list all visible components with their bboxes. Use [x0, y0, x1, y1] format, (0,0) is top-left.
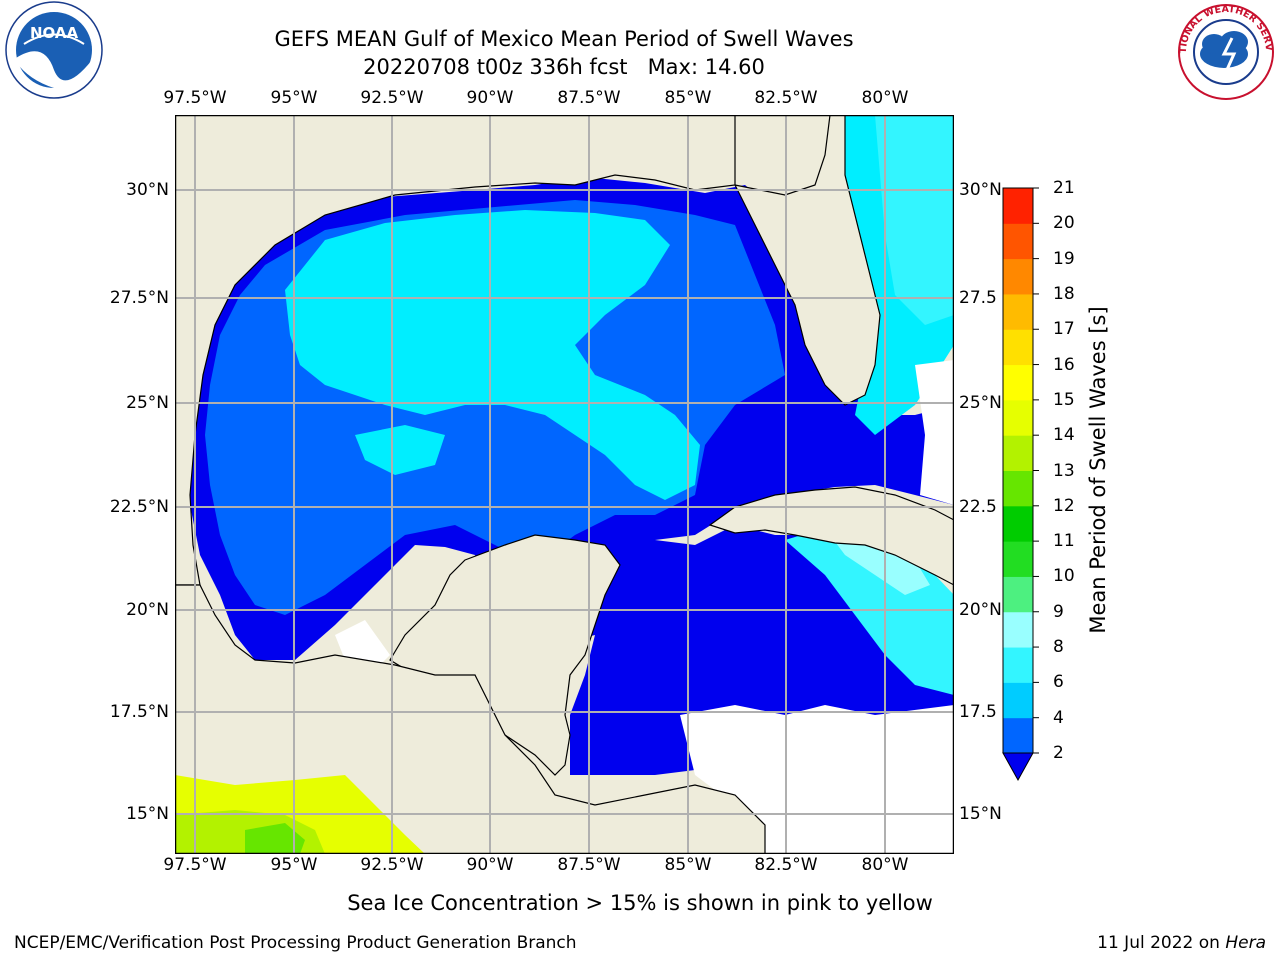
colorbar-segment-0: [1003, 717, 1033, 754]
x-tick-bottom-4: 87.5°W: [557, 855, 621, 875]
colorbar-segment-9: [1003, 399, 1033, 436]
x-tick-top-5: 85°W: [664, 88, 712, 108]
y-tick-right-0: 30°N: [959, 180, 1002, 200]
atlantic-light-region: [875, 115, 954, 325]
colorbar-tick-label: 13: [1053, 460, 1075, 481]
map-frame: [175, 115, 954, 854]
y-tick-right-4: 20°N: [959, 600, 1002, 620]
colorbar-tick-label: 21: [1053, 178, 1075, 198]
colorbar-segment-11: [1003, 329, 1033, 366]
pacific-region-core: [245, 823, 305, 854]
branch-credit: NCEP/EMC/Verification Post Processing Pr…: [14, 933, 577, 953]
map-plot: [175, 115, 954, 854]
run-date-text: 11 Jul 2022 on: [1097, 933, 1226, 953]
colorbar-tick-label: 10: [1053, 566, 1075, 587]
colorbar-tick-label: 15: [1053, 389, 1075, 410]
noaa-logo-text: NOAA: [30, 24, 79, 42]
missing-patch-1: [915, 360, 954, 505]
caption: Sea Ice Concentration > 15% is shown in …: [347, 891, 933, 915]
colorbar-segment-2: [1003, 647, 1033, 683]
y-tick-left-2: 25°N: [126, 393, 169, 413]
colorbar-segment-8: [1003, 435, 1033, 471]
colorbar-segment-5: [1003, 541, 1033, 577]
x-tick-bottom-6: 82.5°W: [754, 855, 818, 875]
y-tick-right-5: 17.5: [959, 702, 997, 722]
colorbar-segment-6: [1003, 505, 1033, 542]
colorbar-segment-15: [1003, 188, 1033, 224]
x-tick-top-0: 97.5°W: [163, 88, 227, 108]
colorbar-segment-7: [1003, 470, 1033, 507]
colorbar-segment-3: [1003, 611, 1033, 648]
y-tick-left-3: 22.5°N: [109, 497, 169, 517]
colorbar-tick-label: 16: [1053, 354, 1075, 375]
gulf-4-6-region: [285, 210, 700, 500]
x-tick-bottom-2: 92.5°W: [360, 855, 424, 875]
y-tick-left-5: 17.5°N: [109, 702, 169, 722]
x-tick-top-1: 95°W: [270, 88, 318, 108]
x-tick-bottom-5: 85°W: [664, 855, 712, 875]
run-date: 11 Jul 2022 on Hera: [1097, 933, 1266, 953]
colorbar-under-triangle: [1002, 752, 1034, 782]
x-tick-bottom-0: 97.5°W: [163, 855, 227, 875]
gulf-4-6-patch: [355, 425, 445, 475]
colorbar-segment-12: [1003, 293, 1033, 330]
x-tick-top-2: 92.5°W: [360, 88, 424, 108]
colorbar: [1002, 187, 1039, 782]
nws-logo: NATIONAL WEATHER SERVICE: [1172, 0, 1276, 102]
y-tick-left-0: 30°N: [126, 180, 169, 200]
colorbar-tick-label: 4: [1053, 707, 1064, 728]
chart-title: GEFS MEAN Gulf of Mexico Mean Period of …: [274, 27, 854, 51]
colorbar-tick-label: 17: [1053, 319, 1075, 340]
graticule: [175, 115, 954, 854]
y-tick-right-3: 22.5: [959, 497, 997, 517]
colorbar-tick-label: 12: [1053, 495, 1075, 516]
colorbar-tick-label: 9: [1053, 601, 1064, 622]
y-tick-right-1: 27.5: [959, 288, 997, 308]
x-tick-top-7: 80°W: [861, 88, 909, 108]
x-tick-bottom-3: 90°W: [466, 855, 514, 875]
chart-subtitle: 20220708 t00z 336h fcst Max: 14.60: [363, 55, 765, 79]
colorbar-tick-label: 11: [1053, 531, 1075, 552]
noaa-logo: NOAA: [4, 0, 104, 100]
colorbar-segment-1: [1003, 682, 1033, 719]
colorbar-tick-label: 20: [1053, 213, 1075, 234]
colorbar-segment-4: [1003, 576, 1033, 613]
colorbar-segment-10: [1003, 364, 1033, 401]
colorbar-segment-13: [1003, 258, 1033, 295]
y-tick-right-2: 25°N: [959, 393, 1002, 413]
colorbar-tick-label: 14: [1053, 425, 1075, 446]
machine-name: Hera: [1225, 933, 1266, 953]
y-tick-left-1: 27.5°N: [109, 288, 169, 308]
y-tick-left-4: 20°N: [126, 600, 169, 620]
colorbar-tick-label: 19: [1053, 248, 1075, 269]
x-tick-bottom-1: 95°W: [270, 855, 318, 875]
caribbean-light-region: [830, 530, 930, 595]
land-gulf-coast-us: [175, 115, 736, 586]
x-tick-bottom-7: 80°W: [861, 855, 909, 875]
colorbar-label: Mean Period of Swell Waves [s]: [1086, 306, 1110, 634]
colorbar-tick-label: 8: [1053, 637, 1064, 658]
x-tick-top-6: 82.5°W: [754, 88, 818, 108]
colorbar-tick-label: 18: [1053, 283, 1075, 304]
colorbar-tick-label: 2: [1053, 743, 1064, 763]
x-tick-top-3: 90°W: [466, 88, 514, 108]
y-tick-right-6: 15°N: [959, 804, 1002, 824]
colorbar-segment-14: [1003, 223, 1033, 260]
colorbar-tick-label: 6: [1053, 672, 1064, 693]
x-tick-top-4: 87.5°W: [557, 88, 621, 108]
y-tick-left-6: 15°N: [126, 804, 169, 824]
